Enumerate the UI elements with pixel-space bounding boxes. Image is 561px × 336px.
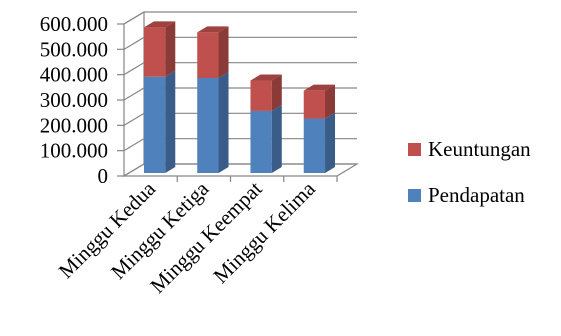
bar-keuntungan-3 [250,74,282,111]
bar-keuntungan-1 [143,21,176,77]
bars [143,21,336,173]
y-tick-label: 0 [98,164,109,188]
legend-label-pendapatan: Pendapatan [428,182,525,207]
y-tick-label: 200.000 [40,113,108,137]
bar-pendapatan-3 [250,104,282,173]
legend: Keuntungan Pendapatan [408,136,558,228]
bar-keuntungan-2 [197,26,229,78]
y-tick-label: 100.000 [40,139,108,163]
y-tick-label: 600.000 [40,12,108,36]
bar-keuntungan-4 [303,84,336,119]
y-tick-label: 300.000 [40,88,108,112]
bar-pendapatan-1 [143,70,176,173]
legend-item-keuntungan: Keuntungan [408,136,558,162]
legend-swatch-pendapatan [408,188,421,202]
y-tick-labels: 0100.000200.000300.000400.000500.000600.… [40,12,108,188]
y-tick-label: 400.000 [40,63,108,87]
floor [121,163,360,177]
bar-pendapatan-4 [303,112,336,173]
legend-swatch-keuntungan [408,142,421,156]
legend-item-pendapatan: Pendapatan [408,182,558,208]
bar-pendapatan-2 [197,72,229,173]
legend-label-keuntungan: Keuntungan [428,136,531,161]
y-tick-label: 500.000 [40,37,108,61]
